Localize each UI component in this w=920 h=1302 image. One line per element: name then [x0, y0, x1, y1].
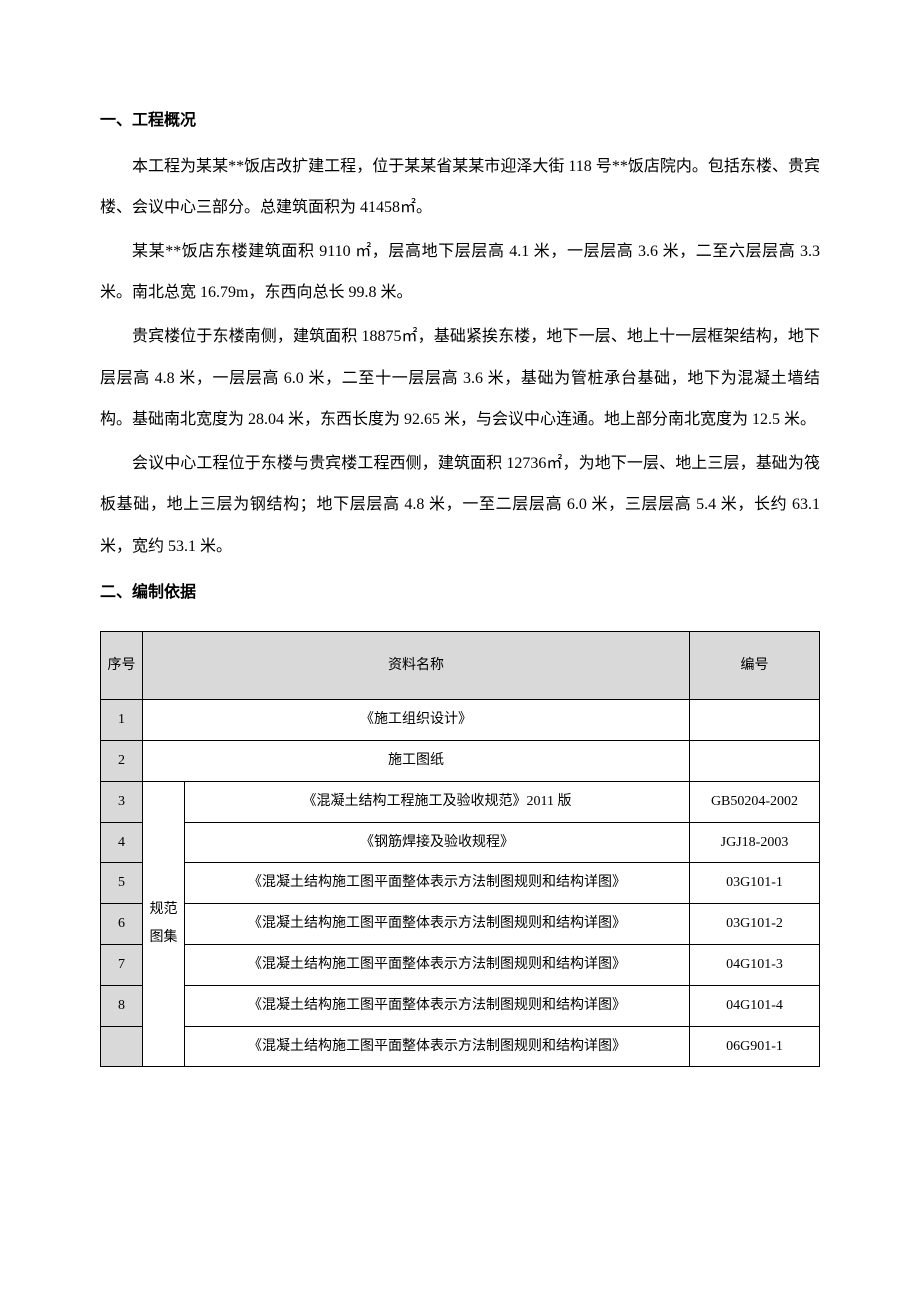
cell-name: 《混凝土结构施工图平面整体表示方法制图规则和结构详图》 [185, 863, 690, 904]
table-row: 6 《混凝土结构施工图平面整体表示方法制图规则和结构详图》 03G101-2 [101, 904, 820, 945]
table-row: 5 《混凝土结构施工图平面整体表示方法制图规则和结构详图》 03G101-1 [101, 863, 820, 904]
cell-seq: 5 [101, 863, 143, 904]
cell-name: 《钢筋焊接及验收规程》 [185, 822, 690, 863]
cell-code: 04G101-3 [690, 944, 820, 985]
cell-seq: 6 [101, 904, 143, 945]
basis-table: 序号 资料名称 编号 1 《施工组织设计》 2 施工图纸 3 规范图集 《混凝土… [100, 631, 820, 1067]
table-row: 7 《混凝土结构施工图平面整体表示方法制图规则和结构详图》 04G101-3 [101, 944, 820, 985]
cell-seq: 4 [101, 822, 143, 863]
cell-code: 04G101-4 [690, 985, 820, 1026]
cell-seq: 2 [101, 740, 143, 781]
cell-category: 规范图集 [143, 781, 185, 1067]
cell-code: 03G101-2 [690, 904, 820, 945]
cell-name: 施工图纸 [143, 740, 690, 781]
table-header-row: 序号 资料名称 编号 [101, 632, 820, 700]
table-row: 4 《钢筋焊接及验收规程》 JGJ18-2003 [101, 822, 820, 863]
header-seq: 序号 [101, 632, 143, 700]
cell-name: 《混凝土结构施工图平面整体表示方法制图规则和结构详图》 [185, 904, 690, 945]
cell-seq: 1 [101, 700, 143, 741]
header-code: 编号 [690, 632, 820, 700]
cell-code [690, 740, 820, 781]
cell-seq: 3 [101, 781, 143, 822]
cell-name: 《混凝土结构工程施工及验收规范》2011 版 [185, 781, 690, 822]
cell-code: 03G101-1 [690, 863, 820, 904]
cell-seq: 8 [101, 985, 143, 1026]
cell-seq [101, 1026, 143, 1067]
header-name: 资料名称 [143, 632, 690, 700]
table-row: 2 施工图纸 [101, 740, 820, 781]
cell-name: 《混凝土结构施工图平面整体表示方法制图规则和结构详图》 [185, 985, 690, 1026]
table-row: 3 规范图集 《混凝土结构工程施工及验收规范》2011 版 GB50204-20… [101, 781, 820, 822]
cell-name: 《混凝土结构施工图平面整体表示方法制图规则和结构详图》 [185, 944, 690, 985]
section-1-p2: 某某**饭店东楼建筑面积 9110 ㎡，层高地下层层高 4.1 米，一层层高 3… [100, 231, 820, 314]
section-1-p4: 会议中心工程位于东楼与贵宾楼工程西侧，建筑面积 12736㎡，为地下一层、地上三… [100, 443, 820, 568]
document-body: 一、工程概况 本工程为某某**饭店改扩建工程，位于某某省某某市迎泽大街 118 … [100, 100, 820, 1067]
table-row: 1 《施工组织设计》 [101, 700, 820, 741]
section-1-heading: 一、工程概况 [100, 100, 820, 142]
section-1-p3: 贵宾楼位于东楼南侧，建筑面积 18875㎡，基础紧挨东楼，地下一层、地上十一层框… [100, 316, 820, 441]
cell-code [690, 700, 820, 741]
section-1-p1: 本工程为某某**饭店改扩建工程，位于某某省某某市迎泽大街 118 号**饭店院内… [100, 146, 820, 229]
cell-code: JGJ18-2003 [690, 822, 820, 863]
section-2-heading: 二、编制依据 [100, 572, 820, 614]
cell-name: 《混凝土结构施工图平面整体表示方法制图规则和结构详图》 [185, 1026, 690, 1067]
cell-seq: 7 [101, 944, 143, 985]
cell-code: GB50204-2002 [690, 781, 820, 822]
cell-code: 06G901-1 [690, 1026, 820, 1067]
table-row: 8 《混凝土结构施工图平面整体表示方法制图规则和结构详图》 04G101-4 [101, 985, 820, 1026]
table-row: 《混凝土结构施工图平面整体表示方法制图规则和结构详图》 06G901-1 [101, 1026, 820, 1067]
cell-name: 《施工组织设计》 [143, 700, 690, 741]
